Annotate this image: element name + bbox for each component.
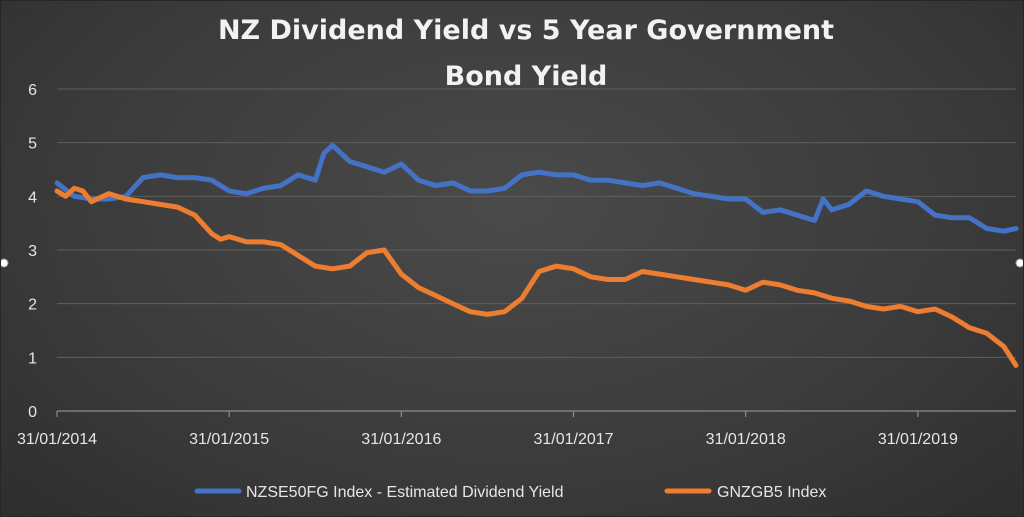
gridlines <box>57 88 1016 358</box>
x-tick-label: 31/01/2019 <box>878 431 958 448</box>
y-tick-label: 6 <box>28 82 37 99</box>
series-line-nzse50fg <box>54 142 1019 234</box>
y-tick-label: 4 <box>28 189 37 206</box>
legend-label-gnzgb5: GNZGB5 Index <box>717 484 826 501</box>
resize-handle-left[interactable] <box>1 258 9 268</box>
x-tick-label: 31/01/2017 <box>533 431 613 448</box>
y-tick-label: 3 <box>28 243 37 260</box>
x-tick-label: 31/01/2018 <box>706 431 786 448</box>
y-tick-label: 2 <box>28 297 37 314</box>
series-line-gnzgb5 <box>54 185 1019 368</box>
x-tick-label: 31/01/2015 <box>189 431 269 448</box>
x-axis: 31/01/2014 31/01/2015 31/01/2016 31/01/2… <box>17 411 958 448</box>
y-tick-label: 5 <box>28 136 37 153</box>
chart-title-line-1: NZ Dividend Yield vs 5 Year Government <box>218 15 834 46</box>
legend: NZSE50FG Index - Estimated Dividend Yiel… <box>194 484 826 501</box>
legend-label-nzse50fg: NZSE50FG Index - Estimated Dividend Yiel… <box>246 484 563 501</box>
y-tick-label: 0 <box>28 404 37 421</box>
series-lines <box>54 142 1019 368</box>
y-axis: 0 1 2 3 4 5 6 <box>28 82 37 421</box>
y-tick-label: 1 <box>28 350 37 367</box>
resize-handle-right[interactable] <box>1015 258 1023 268</box>
chart-title-line-2: Bond Yield <box>445 61 608 92</box>
x-tick-label: 31/01/2016 <box>361 431 441 448</box>
x-tick-label: 31/01/2014 <box>17 431 97 448</box>
